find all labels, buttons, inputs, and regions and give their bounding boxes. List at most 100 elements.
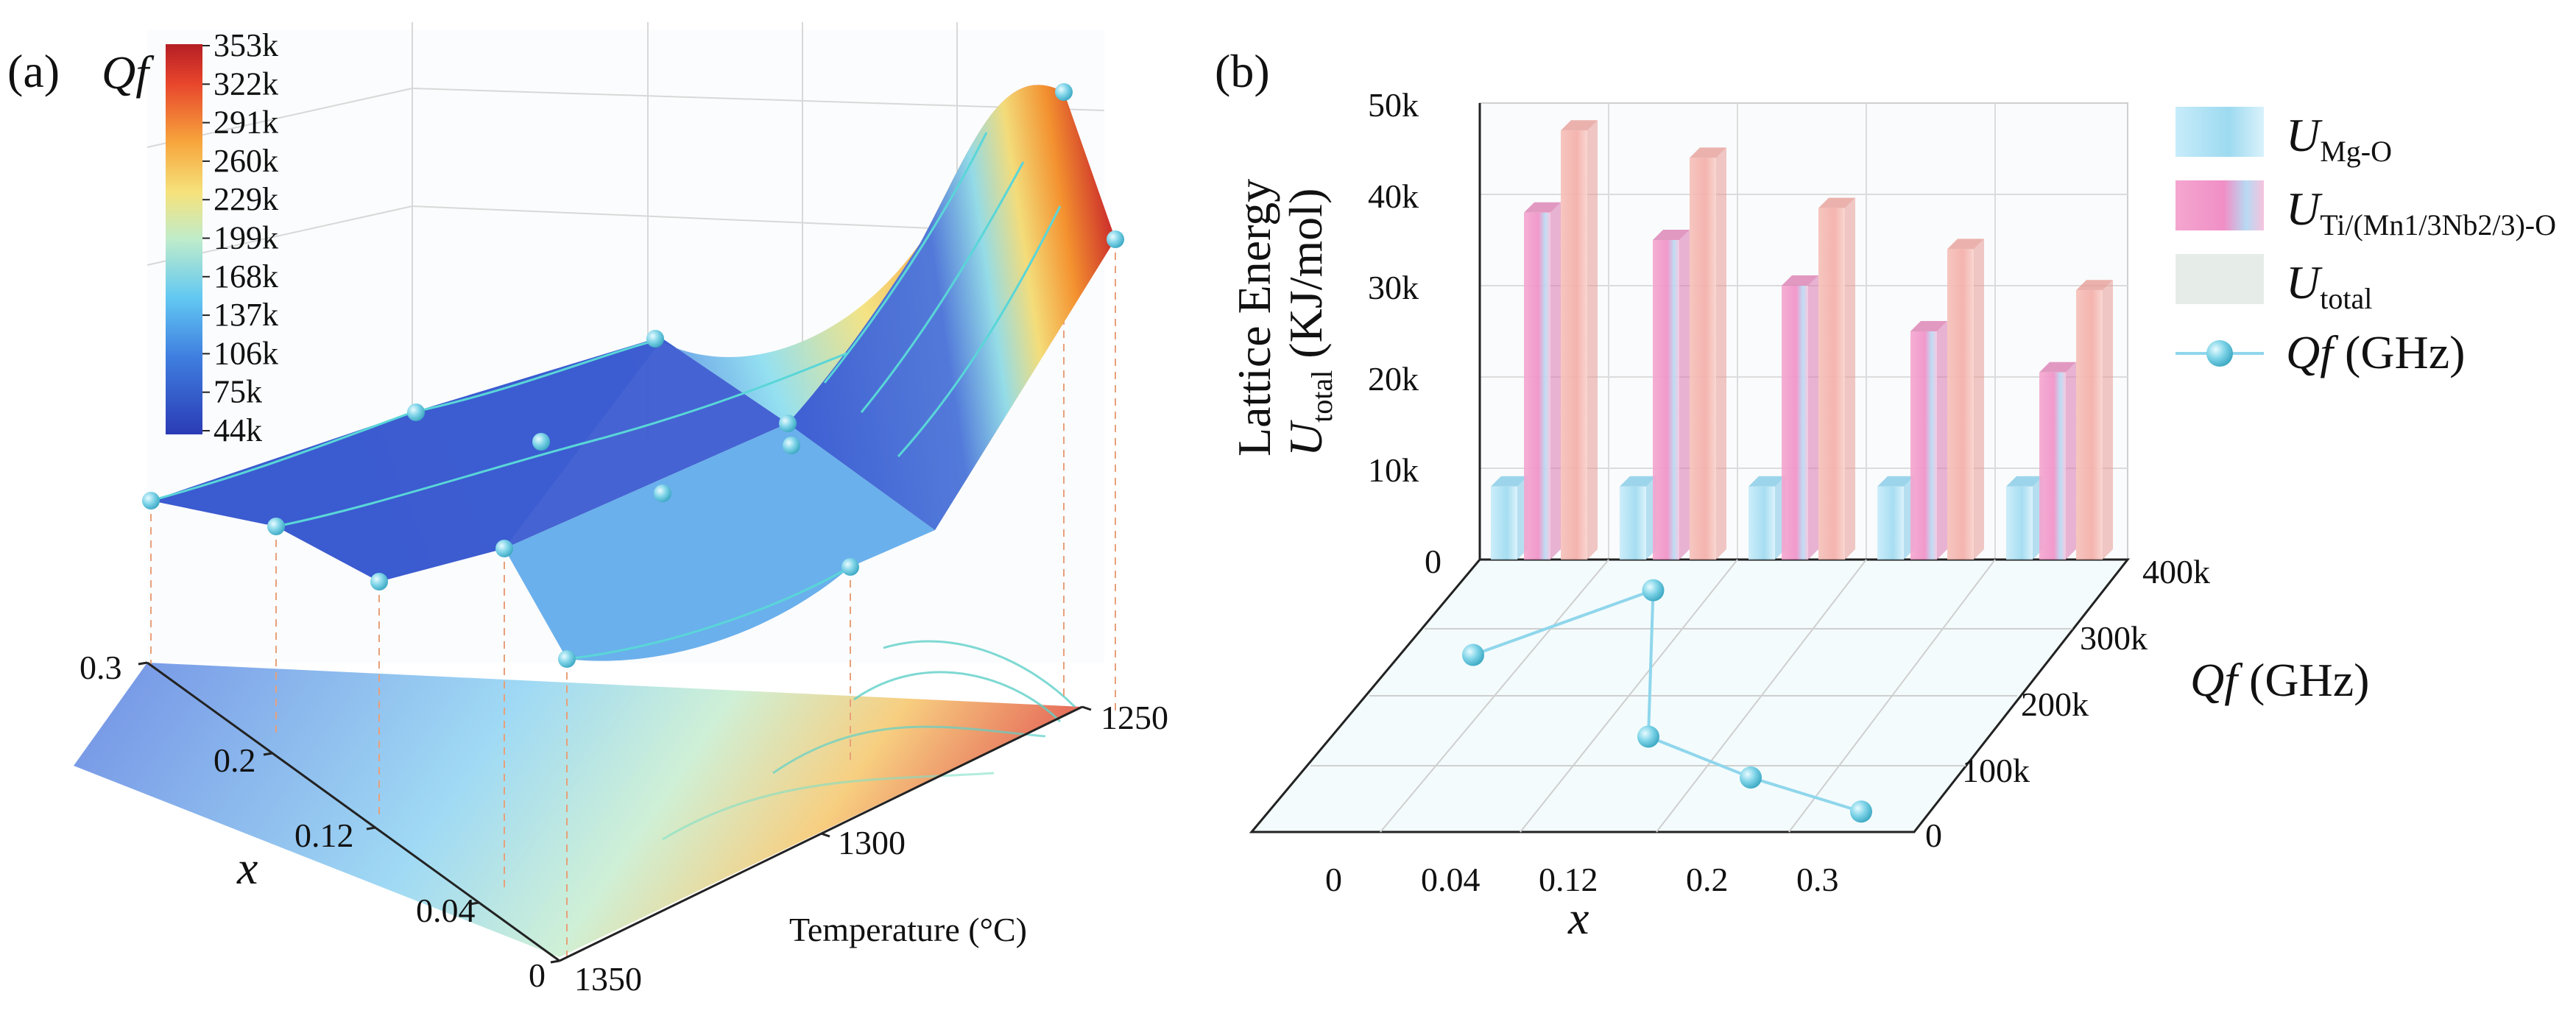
bar-ti <box>1910 331 1937 560</box>
legend-u: U <box>2286 256 2323 308</box>
legend-u: U <box>2286 183 2323 235</box>
colorbar-tick-label: 199k <box>214 220 278 256</box>
panel-b-ytick: 10k <box>1368 451 1419 489</box>
panel-b-ztick: 300k <box>2080 619 2148 657</box>
panel-b-ztick: 0 <box>1925 817 1942 854</box>
legend-u: Qf <box>2286 326 2339 378</box>
bar-mgo-top <box>2006 476 2043 487</box>
panel-b-yticks: 50k 40k 30k 20k 10k 0 <box>1368 86 1441 580</box>
bar-total-top <box>1818 197 1855 208</box>
panel-a-droplines <box>150 92 1116 957</box>
panel-b-legend: UMg-O UTi/(Mn1/3Nb2/3)-O Utotal Qf (GHz) <box>2176 107 2556 378</box>
legend-swatch-qf-marker <box>2206 340 2233 367</box>
bar-ti-top <box>1782 275 1818 286</box>
panel-b-xtick: 0 <box>1325 861 1342 898</box>
bar-total-side <box>1716 147 1726 560</box>
bar-total-top <box>1690 147 1726 158</box>
colorbar-tick-label: 260k <box>214 143 278 179</box>
bar-total-top <box>1947 239 1984 250</box>
panel-b-label: (b) <box>1215 45 1270 97</box>
bar-mgo-top <box>1877 476 1914 487</box>
colorbar-tick-label: 291k <box>214 105 278 141</box>
panel-a-xtick: 0 <box>529 956 546 994</box>
bar-mgo <box>1491 486 1517 560</box>
bar-ti <box>1653 240 1679 560</box>
colorbar-tick-label: 229k <box>214 181 278 217</box>
bar-ti-top <box>1910 321 1947 331</box>
bar-ti <box>1524 212 1550 560</box>
legend-entry-ti: UTi/(Mn1/3Nb2/3)-O <box>2286 183 2556 241</box>
panel-b-xticks: 0 0.04 0.12 0.2 0.3 x <box>1325 861 1839 944</box>
bar-total <box>1947 249 1974 560</box>
panel-b-qf-line <box>1462 579 1872 823</box>
panel-a-x-axis-label: x <box>236 842 258 894</box>
bar-total <box>1561 130 1587 560</box>
panel-a-temp-tick: 1350 <box>574 960 642 998</box>
bar-total <box>1690 158 1716 560</box>
panel-a-label: (a) <box>7 45 60 97</box>
panel-b-xtick: 0.2 <box>1686 861 1729 898</box>
panel-b-ytick: 40k <box>1368 177 1419 215</box>
panel-a-markers <box>142 83 1124 668</box>
panel-b-ytick: 30k <box>1368 269 1419 306</box>
colorbar-tick-label: 168k <box>214 258 278 295</box>
bar-ti-top <box>1653 230 1690 240</box>
bar-mgo <box>1877 486 1904 560</box>
panel-b-floor <box>1249 558 2131 833</box>
panel-a-xticks-marks <box>138 661 1092 964</box>
panel-b-xtick: 0.12 <box>1539 861 1598 898</box>
legend-swatch-ti <box>2176 180 2264 230</box>
legend-entry-mgo: UMg-O <box>2286 109 2392 168</box>
bar-mgo <box>1748 486 1775 560</box>
colorbar-tick-label: 353k <box>214 27 278 63</box>
bar-mgo <box>2006 486 2033 560</box>
legend-sub: (GHz) <box>2333 326 2465 378</box>
bar-mgo-top <box>1620 476 1656 487</box>
bar-total-top <box>2076 280 2113 291</box>
bar-total <box>1818 208 1845 560</box>
bar-ti <box>2039 372 2066 560</box>
panel-a-temp-tick: 1300 <box>838 824 906 861</box>
zlabel-unit: (GHz) <box>2237 654 2369 706</box>
legend-sub: Ti/(Mn1/3Nb2/3)-O <box>2320 208 2556 241</box>
colorbar-tick-label: 137k <box>214 297 278 333</box>
bar-mgo-top <box>1748 476 1785 487</box>
bar-mgo <box>1620 486 1646 560</box>
panel-b-ytick: 20k <box>1368 360 1419 398</box>
panel-a-colorbar: Qf <box>102 44 202 434</box>
panel-b-ylabel-line2: Utotal (KJ/mol) <box>1280 188 1338 456</box>
bar-ti-side <box>1550 202 1561 560</box>
zlabel-qf: Qf <box>2190 654 2243 706</box>
panel-b-ytick: 0 <box>1425 543 1441 580</box>
legend-swatch-total <box>2176 254 2264 304</box>
bar-ti-side <box>1679 230 1690 560</box>
panel-a-xtick: 0.04 <box>416 892 476 929</box>
panel-b-ztick: 100k <box>1962 752 2030 789</box>
bar-ti-side <box>1937 321 1947 560</box>
bar-total-side <box>1587 120 1598 560</box>
colorbar-tick-label: 106k <box>214 335 278 371</box>
panel-a-xtick: 0.12 <box>294 817 354 854</box>
panel-a-surface <box>150 85 1115 661</box>
panel-b-ztick: 200k <box>2021 685 2089 723</box>
ylabel-unit: (KJ/mol) <box>1280 188 1332 370</box>
panel-b-x-axis-label: x <box>1567 892 1589 944</box>
bar-total-side <box>1845 197 1855 560</box>
legend-entry-qf: Qf (GHz) <box>2286 326 2465 378</box>
bar-total-side <box>1974 239 1984 560</box>
panel-b-xtick: 0.04 <box>1421 861 1481 898</box>
bar-total-top <box>1561 120 1598 131</box>
panel-b-z-axis-label: Qf (GHz) <box>2190 654 2369 706</box>
legend-sub: total <box>2320 282 2372 315</box>
panel-a-floor <box>74 640 1082 957</box>
panel-a-temp-tick: 1250 <box>1101 699 1168 736</box>
bar-ti-side <box>1808 275 1818 560</box>
colorbar-tick-label: 322k <box>214 66 278 102</box>
bar-ti-top <box>2039 362 2076 373</box>
legend-sub: Mg-O <box>2320 135 2392 168</box>
bar-total-side <box>2103 280 2113 560</box>
legend-swatch-mgo <box>2176 107 2264 157</box>
bar-ti-side <box>2066 362 2076 560</box>
panel-a-temp-axis-label: Temperature (°C) <box>789 911 1027 948</box>
